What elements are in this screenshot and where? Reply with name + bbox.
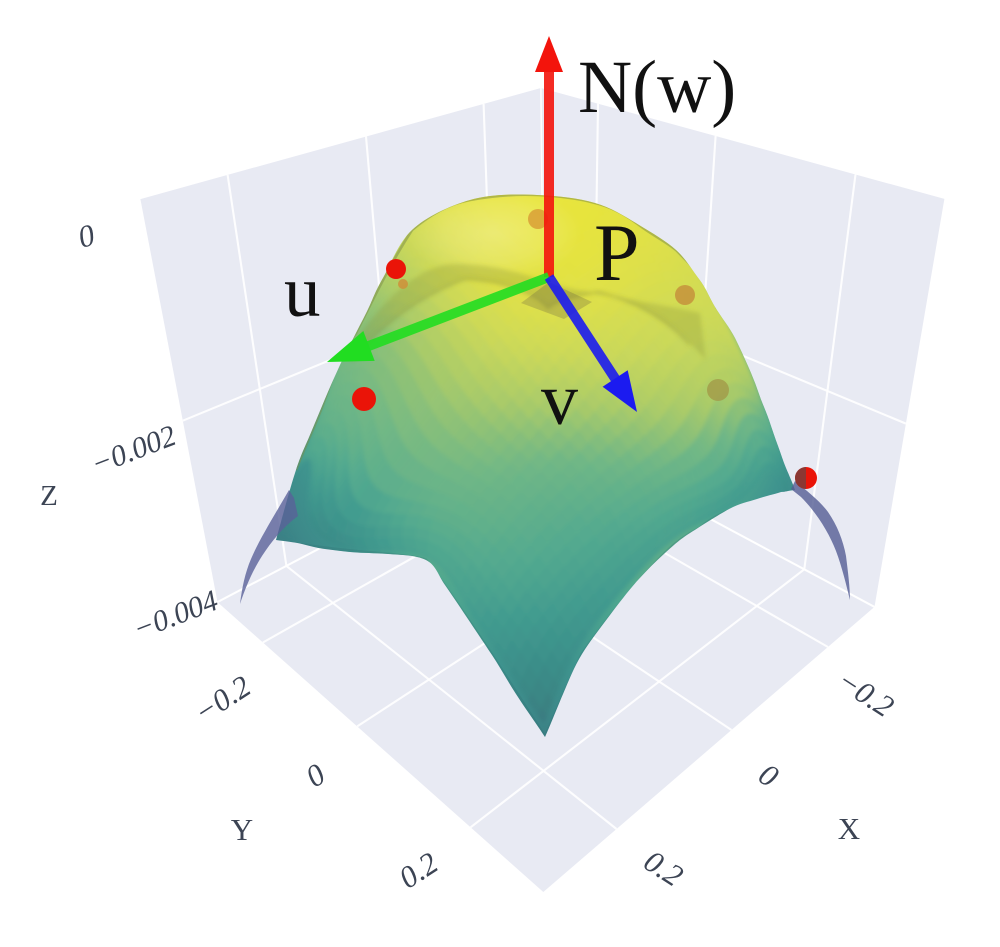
svg-text:u: u (284, 251, 321, 332)
svg-text:N(w): N(w) (578, 46, 736, 129)
svg-text:Z: Z (40, 480, 58, 512)
svg-text:X: X (838, 811, 860, 846)
svg-text:Y: Y (231, 812, 253, 847)
svg-text:v: v (541, 359, 578, 441)
svg-text:P: P (594, 207, 640, 298)
